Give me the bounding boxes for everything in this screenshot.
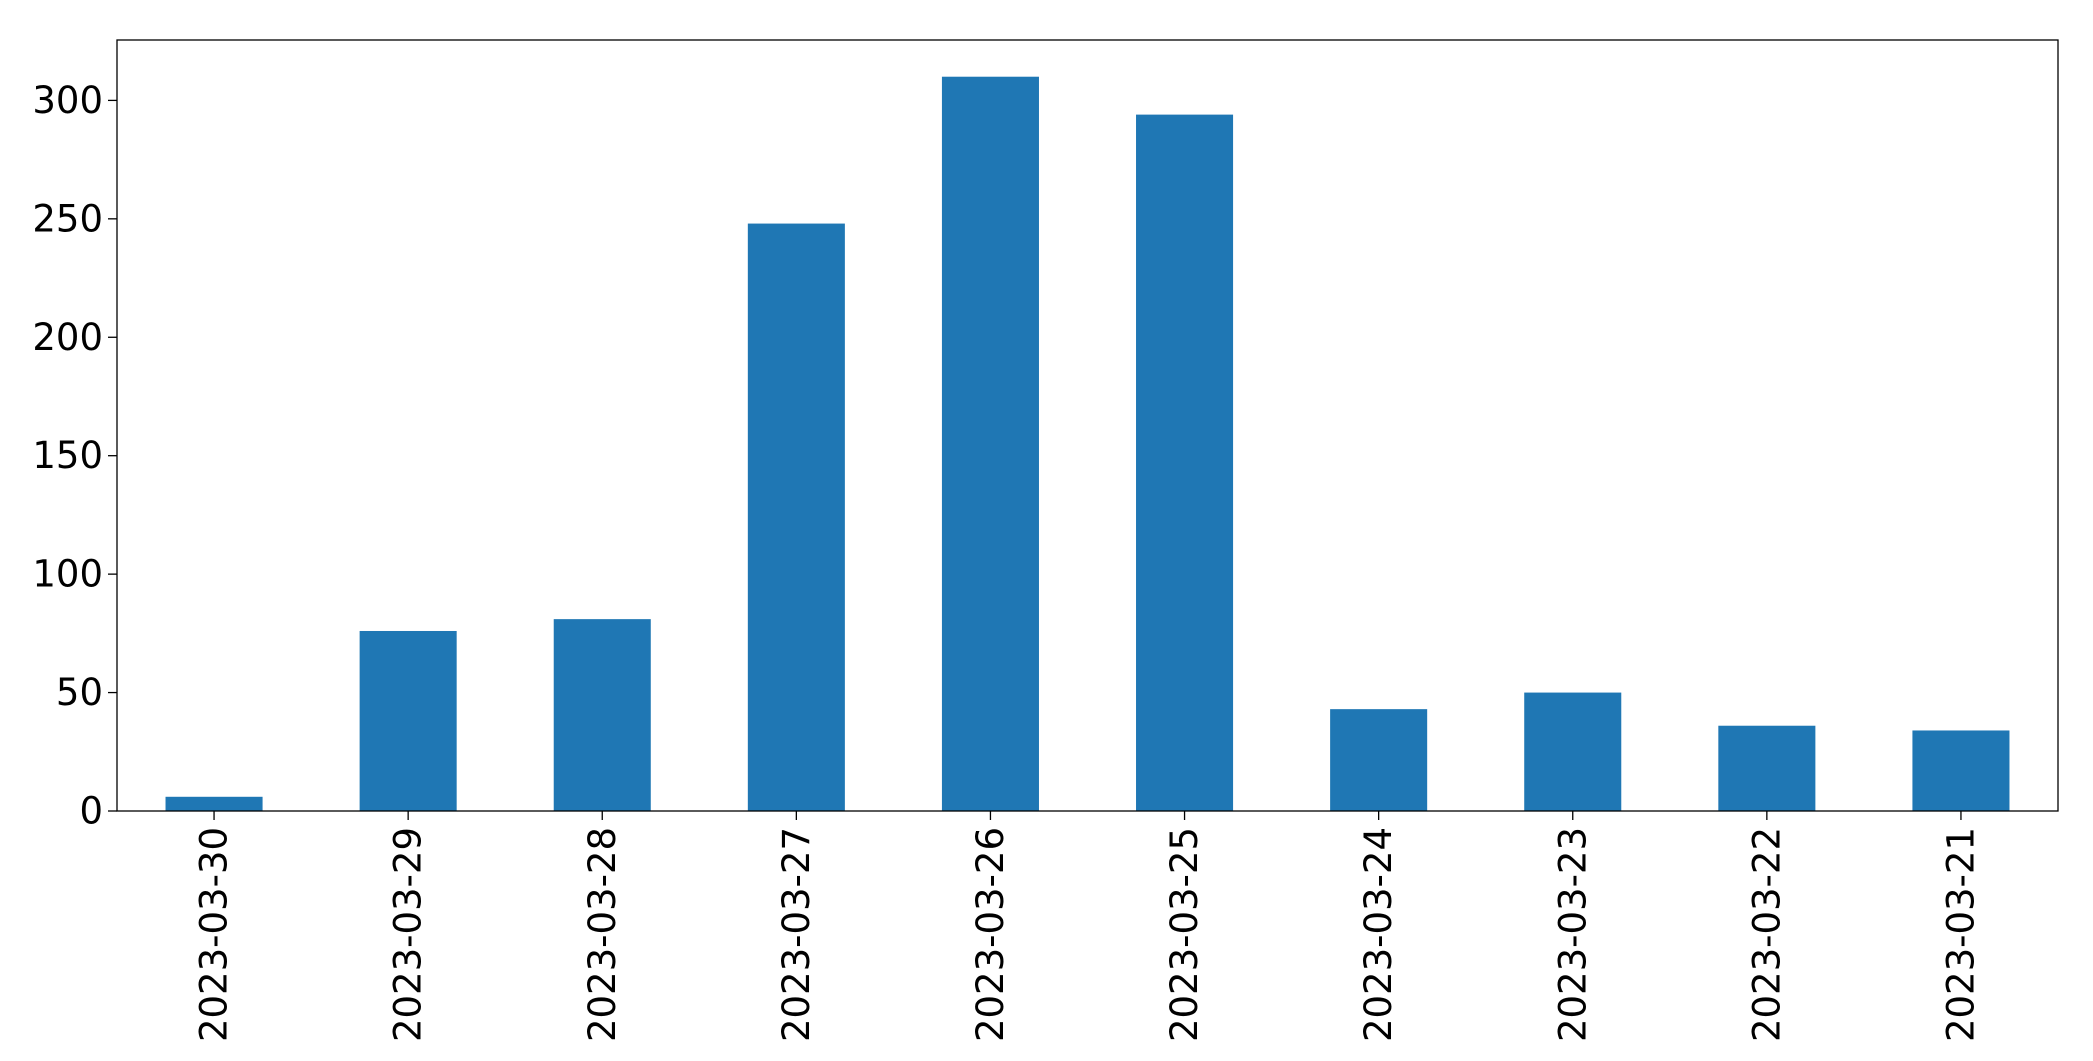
bar bbox=[941, 76, 1039, 811]
x-tick-label: 2023-03-30 bbox=[193, 827, 236, 1042]
x-tick-label: 2023-03-24 bbox=[1357, 827, 1400, 1042]
bar bbox=[165, 796, 263, 811]
y-tick-label: 250 bbox=[32, 197, 103, 240]
bar bbox=[1912, 730, 2010, 811]
x-tick-label: 2023-03-22 bbox=[1745, 827, 1788, 1042]
bar bbox=[1330, 709, 1428, 811]
y-tick-label: 50 bbox=[56, 671, 103, 714]
bar bbox=[359, 630, 457, 811]
x-tick-label: 2023-03-29 bbox=[387, 827, 430, 1042]
x-tick-label: 2023-03-21 bbox=[1939, 827, 1982, 1042]
x-tick-label: 2023-03-28 bbox=[581, 827, 624, 1042]
bar bbox=[1136, 114, 1234, 811]
bar bbox=[1524, 692, 1622, 811]
bars-group bbox=[165, 76, 2010, 812]
y-tick-label: 200 bbox=[32, 316, 103, 359]
x-tick-label: 2023-03-25 bbox=[1163, 827, 1206, 1042]
bar bbox=[1718, 725, 1816, 811]
y-tick-label: 0 bbox=[79, 790, 103, 833]
x-tick-label: 2023-03-27 bbox=[775, 827, 818, 1042]
bar bbox=[747, 223, 845, 812]
y-tick-label: 150 bbox=[32, 434, 103, 477]
bar bbox=[553, 619, 651, 811]
plot-frame bbox=[116, 39, 2059, 812]
x-axis: 2023-03-30 2023-03-29 2023-03-28 2023-03-27… bbox=[193, 811, 1982, 1042]
y-tick-label: 300 bbox=[32, 79, 103, 122]
x-tick-label: 2023-03-26 bbox=[969, 827, 1012, 1042]
x-tick-label: 2023-03-23 bbox=[1551, 827, 1594, 1042]
y-axis: 0 50 100 150 200 250 300 bbox=[32, 79, 117, 833]
y-tick-label: 100 bbox=[32, 553, 103, 596]
